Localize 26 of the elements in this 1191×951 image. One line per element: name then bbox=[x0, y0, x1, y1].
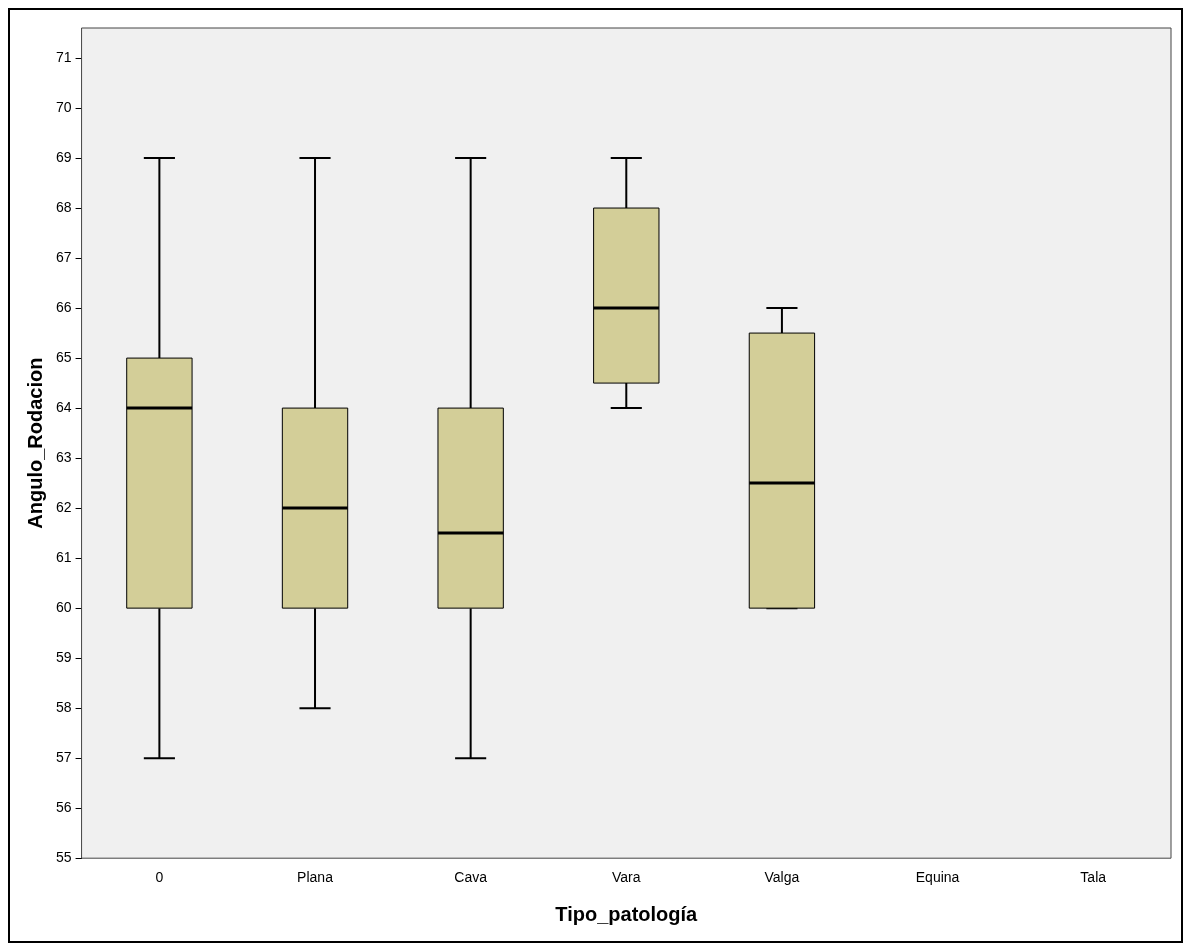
x-tick-label: Plana bbox=[297, 869, 334, 886]
y-tick-label: 63 bbox=[55, 448, 72, 465]
y-tick-label: 56 bbox=[55, 799, 72, 816]
y-tick-label: 59 bbox=[55, 649, 72, 666]
y-tick-label: 55 bbox=[55, 849, 72, 866]
x-tick-label: Valga bbox=[764, 869, 800, 886]
y-tick-label: 71 bbox=[55, 48, 72, 65]
y-tick-label: 66 bbox=[55, 298, 72, 315]
y-tick-label: 58 bbox=[55, 699, 72, 716]
y-tick-label: 64 bbox=[55, 398, 72, 415]
y-axis-title: Angulo_Rodacion bbox=[23, 357, 46, 529]
y-tick-label: 60 bbox=[55, 599, 72, 615]
y-tick-label: 69 bbox=[55, 148, 72, 165]
y-tick-label: 57 bbox=[55, 749, 72, 766]
y-tick-label: 68 bbox=[55, 198, 72, 215]
y-tick-label: 61 bbox=[55, 548, 72, 565]
x-tick-label: 0 bbox=[155, 869, 164, 886]
y-tick-label: 67 bbox=[55, 248, 72, 265]
y-tick-label: 65 bbox=[55, 348, 72, 365]
x-tick-label: Tala bbox=[1080, 869, 1107, 886]
x-tick-label: Equina bbox=[915, 869, 960, 886]
y-tick-label: 62 bbox=[55, 498, 72, 515]
x-tick-label: Cava bbox=[454, 869, 488, 886]
y-tick-label: 70 bbox=[55, 98, 72, 115]
x-tick-label: Vara bbox=[612, 869, 641, 886]
x-axis-title: Tipo_patología bbox=[555, 902, 699, 925]
